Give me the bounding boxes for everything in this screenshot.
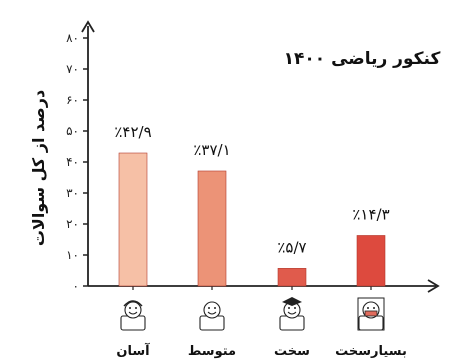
category-label: آسان xyxy=(116,342,150,359)
bar xyxy=(356,235,386,287)
x-axis-arrow xyxy=(427,279,440,293)
icon-eye xyxy=(214,307,216,309)
category-label: سخت xyxy=(274,344,310,359)
bar xyxy=(197,170,227,287)
icon-frame xyxy=(357,297,385,331)
y-tick-label: ۴۰ xyxy=(66,155,79,169)
y-tick-label: ۵۰ xyxy=(66,124,79,138)
icon-eye xyxy=(129,307,131,309)
bars-group xyxy=(118,152,386,287)
icon-eye xyxy=(294,307,296,309)
icon-eye xyxy=(373,307,375,309)
icon-eye xyxy=(288,307,290,309)
bar xyxy=(277,268,307,287)
bar xyxy=(118,152,148,287)
data-label: ٪۴۲/۹ xyxy=(114,123,151,141)
icon-face xyxy=(203,301,221,319)
icon-face xyxy=(124,301,142,319)
y-axis-arrow xyxy=(81,20,95,33)
y-tick-label: ۰ xyxy=(73,279,79,293)
y-axis-label: درصد از کل سوالات xyxy=(29,90,48,246)
smiley-face-icon xyxy=(199,301,225,331)
graduate-face-icon xyxy=(279,297,305,331)
hair-face-icon xyxy=(120,300,146,331)
data-label: ٪۱۴/۳ xyxy=(352,205,389,223)
icon-eye xyxy=(367,307,369,309)
icon-hair xyxy=(123,300,143,307)
y-tick-label: ۷۰ xyxy=(66,62,79,76)
y-tick-label: ۲۰ xyxy=(66,217,79,231)
icon-mouth xyxy=(128,311,138,315)
category-label: متوسط xyxy=(188,344,236,359)
masked-face-icon xyxy=(357,297,385,331)
icon-grad-cap xyxy=(282,297,302,306)
icon-mask xyxy=(364,310,378,317)
chart-title: کنکور ریاضی ۱۴۰۰ xyxy=(284,49,441,69)
y-tick-label: ۳۰ xyxy=(66,186,79,200)
data-labels-group: ٪۴۲/۹ ٪۳۷/۱ ٪۵/۷ ٪۱۴/۳ xyxy=(114,123,389,256)
category-label: بسیارسخت xyxy=(335,344,407,359)
icon-eye xyxy=(208,307,210,309)
y-tick-label: ۱۰ xyxy=(66,248,79,262)
y-axis: ۰ ۱۰ ۲۰ ۳۰ ۴۰ ۵۰ ۶۰ ۷۰ ۸۰ xyxy=(66,20,95,293)
data-label: ٪۳۷/۱ xyxy=(193,141,230,159)
category-icons-group xyxy=(120,297,385,331)
icon-mouth xyxy=(287,311,297,315)
icon-eye xyxy=(135,307,137,309)
data-label: ٪۵/۷ xyxy=(277,238,306,256)
y-tick-label: ۸۰ xyxy=(66,31,79,45)
category-labels-group: آسان متوسط سخت بسیارسخت xyxy=(116,342,406,359)
icon-mouth xyxy=(207,311,217,315)
y-tick-label: ۶۰ xyxy=(66,93,79,107)
